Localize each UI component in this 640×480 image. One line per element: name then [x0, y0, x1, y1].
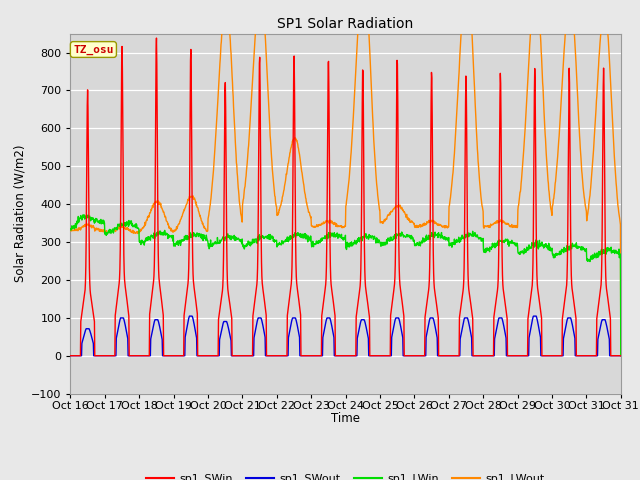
Legend: sp1_SWin, sp1_SWout, sp1_LWin, sp1_LWout: sp1_SWin, sp1_SWout, sp1_LWin, sp1_LWout — [141, 469, 550, 480]
Text: TZ_osu: TZ_osu — [73, 44, 114, 55]
Y-axis label: Solar Radiation (W/m2): Solar Radiation (W/m2) — [14, 145, 27, 282]
X-axis label: Time: Time — [331, 412, 360, 425]
Title: SP1 Solar Radiation: SP1 Solar Radiation — [278, 17, 413, 31]
